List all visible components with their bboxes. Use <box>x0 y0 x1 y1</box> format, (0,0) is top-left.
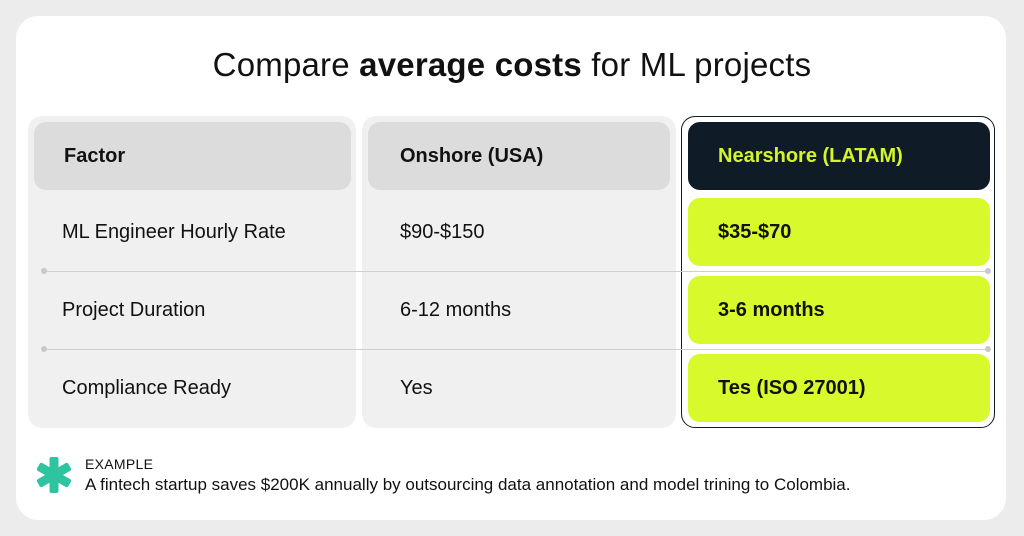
header-nearshore: Nearshore (LATAM) <box>688 122 990 190</box>
cell-onshore-compliance: Yes <box>400 376 433 399</box>
cell-nearshore-project-duration: 3-6 months <box>688 276 990 344</box>
example-text: A fintech startup saves $200K annually b… <box>85 475 851 494</box>
example-label: EXAMPLE <box>85 456 154 472</box>
divider-dot <box>41 268 47 274</box>
cell-factor-hourly-rate: ML Engineer Hourly Rate <box>62 220 286 243</box>
row-divider <box>44 349 988 350</box>
cell-factor-project-duration: Project Duration <box>62 298 206 321</box>
divider-dot <box>985 268 991 274</box>
cell-factor-compliance: Compliance Ready <box>62 376 231 399</box>
cell-nearshore-hourly-rate: $35-$70 <box>688 198 990 266</box>
row-divider <box>44 271 988 272</box>
divider-dot <box>985 346 991 352</box>
page-title: Compare average costs for ML projects <box>212 46 812 83</box>
asterisk-icon <box>34 455 74 495</box>
cell-onshore-hourly-rate: $90-$150 <box>400 220 485 243</box>
header-onshore: Onshore (USA) <box>368 122 670 190</box>
cell-nearshore-compliance: Tes (ISO 27001) <box>688 354 990 422</box>
divider-dot <box>41 346 47 352</box>
cell-onshore-project-duration: 6-12 months <box>400 298 512 321</box>
header-factor: Factor <box>34 122 351 190</box>
